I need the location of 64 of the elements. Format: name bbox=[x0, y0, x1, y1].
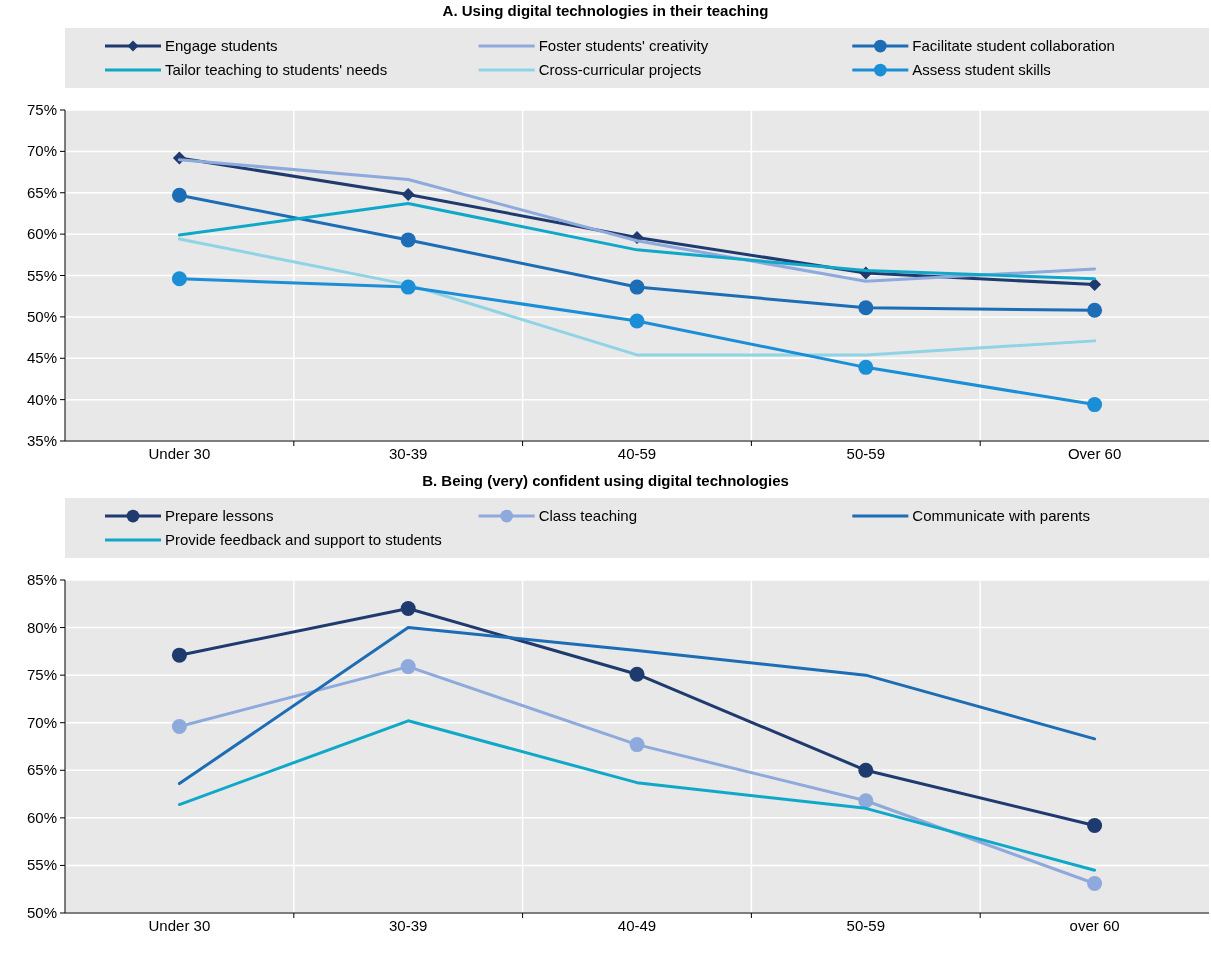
legend-label: Facilitate student collaboration bbox=[912, 37, 1115, 54]
x-tick-label: 50-59 bbox=[846, 917, 885, 934]
y-tick-label: 70% bbox=[26, 713, 57, 731]
point bbox=[629, 666, 645, 682]
legend-label: Cross-curricular projects bbox=[538, 61, 702, 78]
point bbox=[400, 232, 416, 248]
x-tick-label: Over 60 bbox=[1067, 445, 1122, 462]
point bbox=[400, 659, 416, 675]
legend-label: Class teaching bbox=[538, 507, 638, 524]
x-tick-label: 40-59 bbox=[617, 445, 657, 462]
y-tick-label: 65% bbox=[26, 183, 57, 201]
y-tick-label: 60% bbox=[26, 225, 57, 243]
point bbox=[1087, 302, 1103, 318]
point bbox=[1087, 397, 1103, 413]
point bbox=[858, 300, 874, 316]
y-tick-label: 70% bbox=[26, 142, 57, 160]
y-tick-label: 55% bbox=[26, 856, 57, 874]
point bbox=[629, 313, 645, 329]
point bbox=[400, 601, 416, 617]
x-tick-label: 40-49 bbox=[617, 917, 657, 934]
legend-label: Prepare lessons bbox=[165, 507, 274, 524]
legend-label: Communicate with parents bbox=[912, 507, 1090, 524]
y-tick-label: 75% bbox=[26, 101, 57, 118]
point bbox=[858, 762, 874, 778]
line-series bbox=[177, 719, 1097, 872]
point bbox=[400, 279, 416, 295]
point bbox=[629, 737, 645, 753]
point bbox=[1088, 278, 1102, 292]
legend-label: Assess student skills bbox=[912, 61, 1051, 78]
y-tick-label: 55% bbox=[26, 266, 57, 284]
point bbox=[171, 719, 187, 735]
point bbox=[858, 359, 874, 375]
y-tick-label: 40% bbox=[26, 390, 57, 408]
point bbox=[1087, 817, 1103, 833]
y-tick-label: 80% bbox=[26, 618, 57, 636]
point bbox=[171, 187, 187, 203]
y-tick-label: 50% bbox=[26, 307, 57, 325]
y-tick-label: 50% bbox=[26, 904, 57, 921]
x-tick-label: Under 30 bbox=[148, 445, 211, 462]
y-tick-label: 85% bbox=[26, 571, 57, 588]
y-tick-label: 75% bbox=[26, 666, 57, 684]
legend-label: Engage students bbox=[165, 37, 278, 54]
chart-title: B. Being (very) confident using digital technologies bbox=[422, 472, 789, 489]
y-tick-label: 65% bbox=[26, 761, 57, 779]
legend-label: Provide feedback and support to students bbox=[165, 531, 442, 548]
legend-label: Tailor teaching to students' needs bbox=[165, 61, 388, 78]
legend-label: Foster students' creativity bbox=[538, 37, 709, 54]
point bbox=[171, 271, 187, 287]
line-series bbox=[177, 626, 1097, 786]
point bbox=[1087, 876, 1103, 892]
point bbox=[629, 279, 645, 295]
x-tick-label: 30-39 bbox=[389, 917, 428, 934]
y-tick-label: 60% bbox=[26, 808, 57, 826]
point bbox=[858, 793, 874, 809]
x-tick-label: over 60 bbox=[1069, 917, 1120, 934]
point bbox=[171, 647, 187, 663]
y-tick-label: 35% bbox=[26, 432, 57, 449]
x-tick-label: 30-39 bbox=[389, 445, 428, 462]
x-tick-label: 50-59 bbox=[846, 445, 885, 462]
point bbox=[401, 187, 415, 201]
x-tick-label: Under 30 bbox=[148, 917, 211, 934]
chart-title: A. Using digital technologies in their teaching bbox=[442, 2, 769, 19]
line-series bbox=[177, 237, 1097, 357]
y-tick-label: 45% bbox=[26, 349, 57, 367]
